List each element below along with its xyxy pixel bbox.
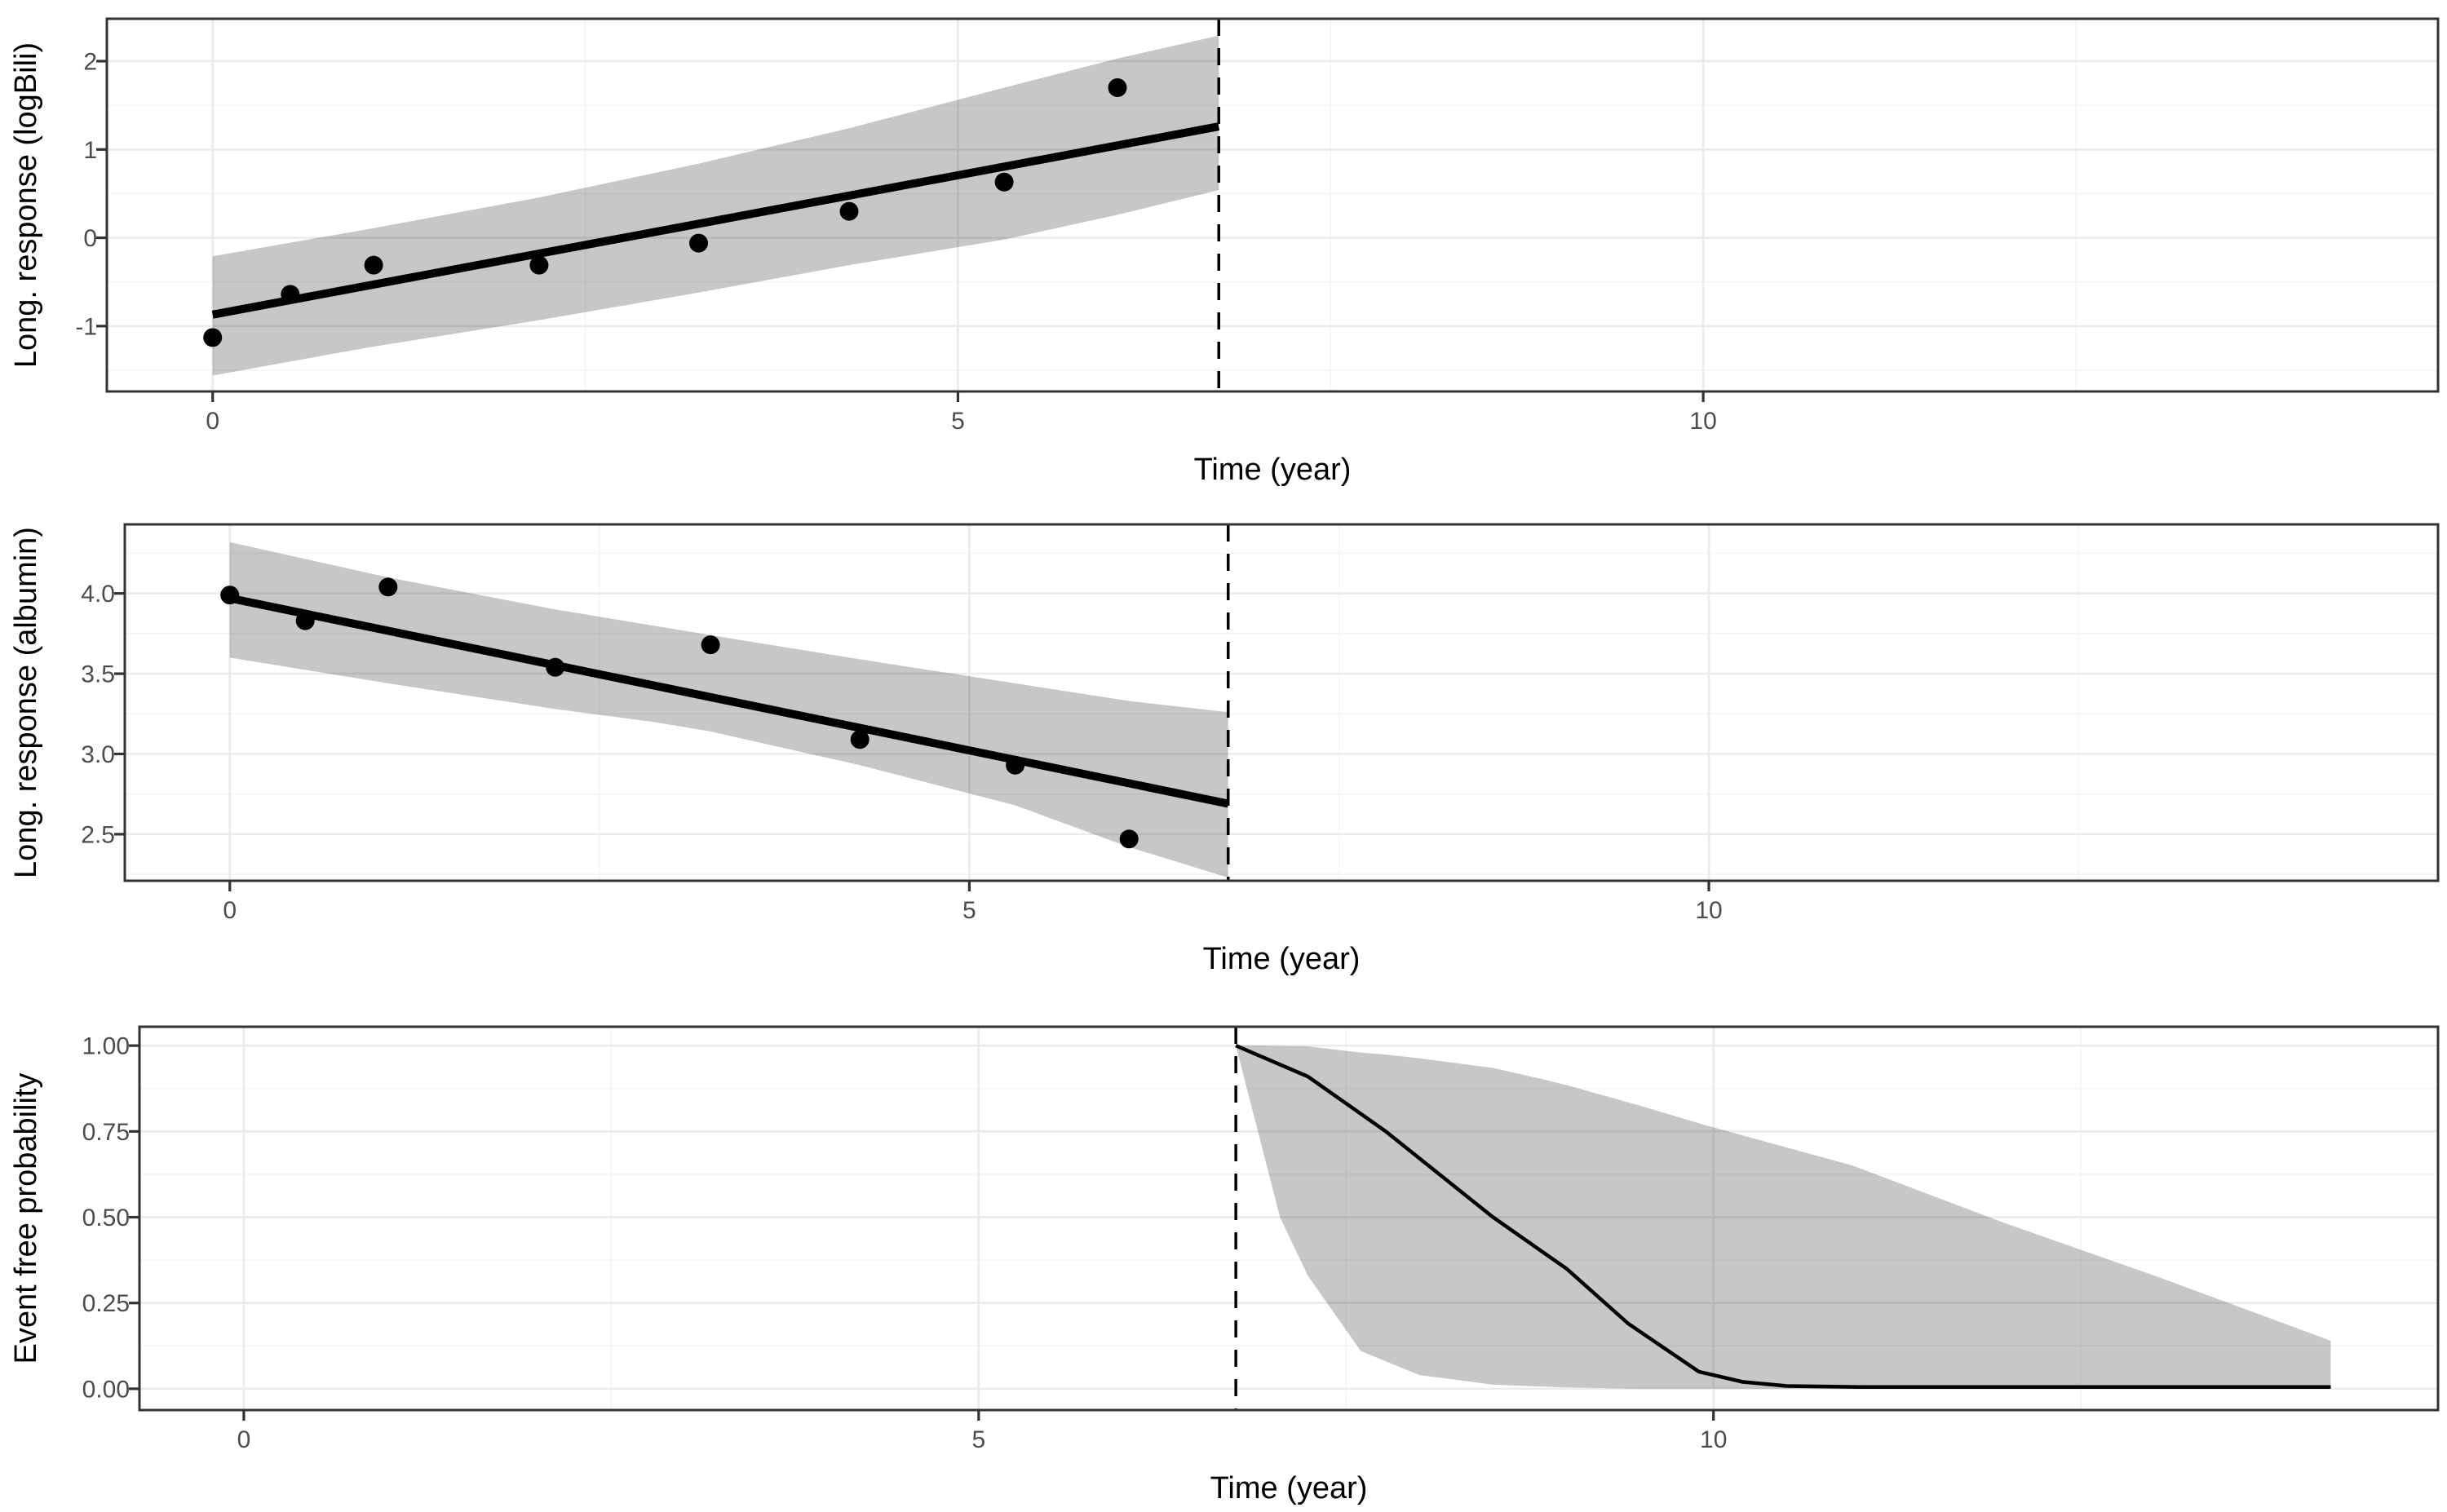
x-tick-label: 0: [206, 408, 219, 435]
y-axis-title: Long. response (logBili): [9, 42, 43, 368]
x-axis-title: Time (year): [1194, 453, 1352, 487]
y-tick-label: -1: [75, 313, 97, 340]
observed-point: [839, 201, 859, 221]
observed-point: [378, 577, 398, 597]
y-tick-label: 1: [83, 137, 97, 164]
x-tick-label: 0: [237, 1426, 251, 1453]
y-tick-label: 0.00: [82, 1376, 130, 1403]
observed-point: [529, 255, 549, 275]
x-tick-label: 5: [962, 897, 976, 924]
confidence-ribbon: [1236, 1046, 2331, 1389]
survival-curve: [1235, 1044, 2331, 1390]
x-tick-label: 10: [1700, 1426, 1727, 1453]
x-tick-label: 5: [971, 1426, 985, 1453]
observed-point: [546, 657, 565, 677]
observed-point: [1006, 755, 1025, 775]
panel-border: [123, 523, 2440, 882]
observed-point: [1119, 829, 1139, 849]
y-axis-title: Long. response (albumin): [9, 527, 43, 878]
y-tick-label: 3.5: [81, 661, 115, 688]
fitted-line: [228, 594, 1229, 808]
y-tick-label: 0.25: [82, 1290, 130, 1317]
panel-albumin: 0 5 10 4.0 3.5 3.0 2.5 Time (year) Long. respons…: [9, 523, 2440, 976]
y-tick-label: 2.5: [81, 821, 115, 848]
y-tick-label: 0.75: [82, 1119, 130, 1146]
x-tick-label: 10: [1695, 897, 1722, 924]
x-axis-title: Time (year): [1210, 1471, 1368, 1505]
y-tick-label: 0.50: [82, 1205, 130, 1231]
fitted-line: [211, 122, 1220, 319]
panel-border: [105, 17, 2440, 393]
x-tick-label: 10: [1689, 408, 1716, 435]
panel-bg-albumin: [125, 524, 2438, 881]
y-tick-label: 3.0: [81, 741, 115, 768]
y-tick-label: 1.00: [82, 1033, 130, 1060]
y-axis-title: Event free probability: [9, 1073, 43, 1364]
x-tick-label: 5: [951, 408, 965, 435]
observed-point: [701, 635, 720, 655]
x-axis-title: Time (year): [1203, 942, 1361, 976]
observed-point: [364, 255, 383, 275]
observed-point: [281, 285, 300, 304]
confidence-ribbon: [212, 35, 1219, 376]
observed-point: [689, 233, 708, 253]
x-tick-label: 0: [223, 897, 237, 924]
panel-survival: 0 5 10 1.00 0.75 0.50 0.25 0.00 Time (year) Event…: [9, 1025, 2440, 1505]
y-tick-label: 0: [83, 225, 97, 252]
observed-point: [295, 611, 315, 630]
confidence-ribbon: [229, 542, 1228, 878]
observed-point: [220, 586, 240, 605]
panel-bg-logBili: [107, 19, 2438, 391]
y-tick-label: 4.0: [81, 581, 115, 608]
observed-point: [203, 328, 223, 347]
observed-point: [850, 730, 870, 749]
observed-point: [1108, 78, 1127, 97]
observed-point: [994, 172, 1014, 192]
y-tick-label: 2: [83, 48, 97, 75]
